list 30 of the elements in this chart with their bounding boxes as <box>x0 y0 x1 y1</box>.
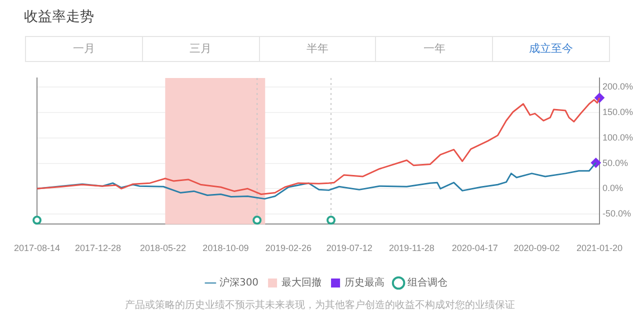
y-tick-label: 0.0% <box>602 183 623 194</box>
legend-label: 历史最高 <box>344 276 385 289</box>
x-tick-label: 2018-10-09 <box>202 243 249 254</box>
y-tick-label: 100.0% <box>602 132 634 142</box>
x-tick-label: 2021-01-20 <box>576 243 622 254</box>
text: 成立至今 <box>492 37 609 61</box>
point <box>252 216 262 225</box>
text: 一年 <box>375 37 492 61</box>
x-tick-label: 2018-05-22 <box>140 243 186 254</box>
legend-label: 最大回撤 <box>282 276 322 289</box>
x-tick-label: 2019-02-26 <box>265 243 312 254</box>
y-tick-label: -50.0% <box>602 208 632 219</box>
y-tick-label: 200.0% <box>602 82 634 92</box>
x-tick-label: 2019-07-12 <box>326 243 372 254</box>
x-tick-label: 2020-09-02 <box>514 243 560 254</box>
text: 三月 <box>142 37 259 61</box>
text: 一月 <box>72 41 96 57</box>
y-tick-label: 150.0% <box>602 107 634 118</box>
x-tick-label: 2020-04-17 <box>452 243 498 254</box>
x-tick-label: 2019-11-28 <box>389 243 434 254</box>
x-tick-label: 2017-08-14 <box>14 243 60 254</box>
chart-title: 收益率走势 <box>24 8 94 26</box>
point <box>326 216 336 225</box>
point <box>32 216 42 225</box>
legend-label: 组合调仓 <box>408 276 448 289</box>
text: 半年 <box>258 37 376 61</box>
x-tick-label: 2017-12-28 <box>74 243 121 254</box>
legend-label: 沪深300 <box>219 276 259 289</box>
text: 产品或策略的历史业绩不预示其未来表现，为其他客户创造的收益不构成对您的业绩保证 <box>124 298 516 312</box>
y-tick-label: 50.0% <box>602 158 628 168</box>
